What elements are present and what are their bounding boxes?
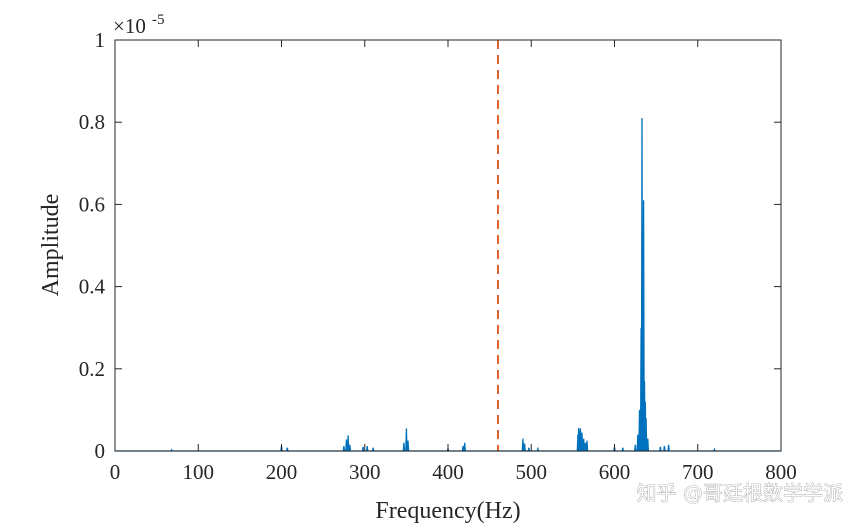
y-tick-label: 0.2 xyxy=(79,357,105,381)
y-tick-label: 0.8 xyxy=(79,110,105,134)
y-tick-label: 0.6 xyxy=(79,192,105,216)
x-tick-label: 600 xyxy=(599,460,631,484)
x-tick-label: 200 xyxy=(266,460,298,484)
y-exponent-power: -5 xyxy=(152,12,165,28)
x-tick-label: 700 xyxy=(682,460,714,484)
plot-area xyxy=(115,40,781,451)
y-tick-label: 0 xyxy=(95,439,106,463)
x-axis-label: Frequency(Hz) xyxy=(375,498,520,524)
x-tick-label: 500 xyxy=(516,460,548,484)
x-tick-label: 800 xyxy=(765,460,797,484)
x-axis-ticks: 0 100 200 300 400 500 600 700 800 xyxy=(110,40,797,484)
y-exponent-base: ×10 xyxy=(113,14,146,38)
x-tick-label: 400 xyxy=(432,460,464,484)
y-axis-label: Amplitude xyxy=(38,194,64,297)
y-axis-ticks: 0 0.2 0.4 0.6 0.8 1 xyxy=(79,28,781,463)
x-tick-label: 100 xyxy=(183,460,215,484)
y-tick-label: 1 xyxy=(95,28,106,52)
x-tick-label: 300 xyxy=(349,460,381,484)
watermark-text: 知乎 @哥廷根数学学派 xyxy=(637,481,843,505)
x-tick-label: 0 xyxy=(110,460,121,484)
y-tick-label: 0.4 xyxy=(79,275,106,299)
